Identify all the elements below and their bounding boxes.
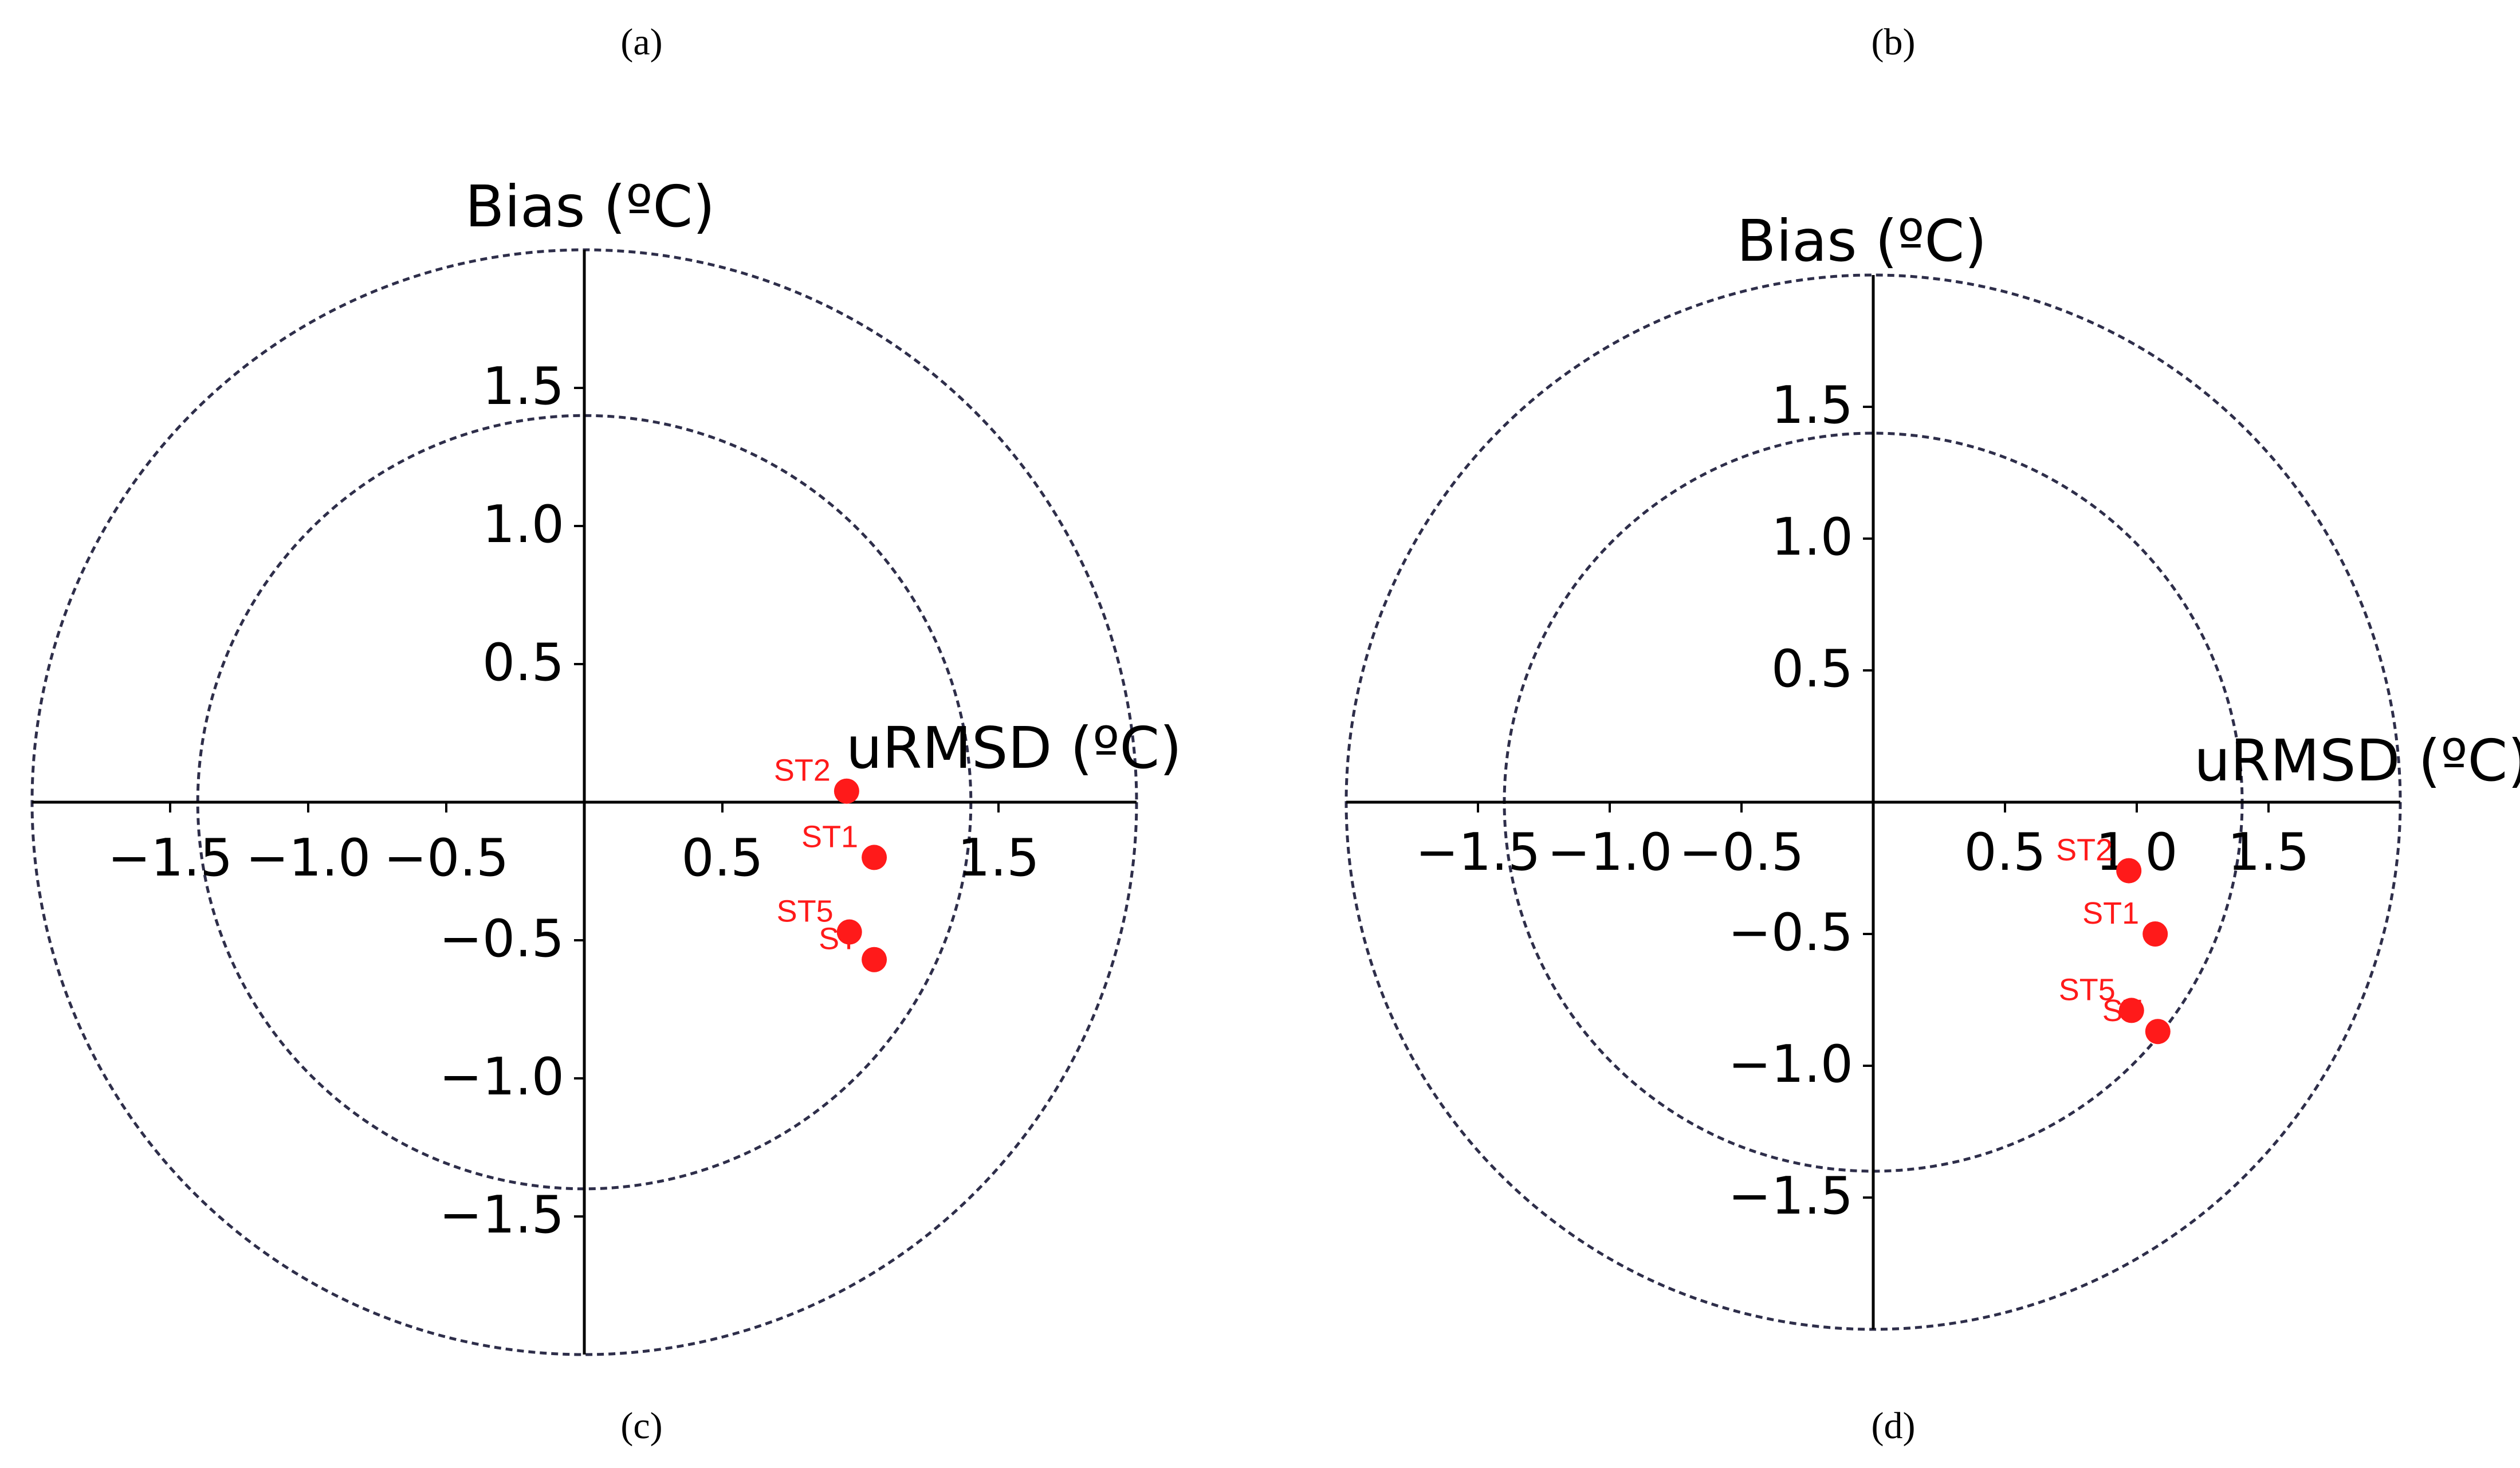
y-tick-label: 1.0 [482,494,564,555]
y-tick-label: 1.0 [1771,507,1853,567]
point-label-st5: ST5 [777,894,834,929]
y-tick-label: 0.5 [482,633,564,693]
y-tick-label: −0.5 [439,909,564,969]
x-tick-label: −1.0 [1547,822,1673,882]
x-tick-label: −0.5 [1679,822,1805,882]
point-st2 [834,778,859,804]
x-tick-label: −0.5 [384,828,509,888]
point-label-st2: ST2 [2056,833,2113,868]
point-st1 [862,845,887,870]
point-label-st2: ST2 [774,753,831,788]
target-diagram-right: 1.51.00.5−0.5−1.0−1.5−1.5 −1.0 −0.5 0.5 1.0 1… [1344,207,2520,1331]
x-tick-label: 0.5 [1964,822,2046,882]
y-tick-label: −1.0 [1728,1034,1853,1094]
x-tick-label: 1.5 [2227,822,2309,882]
point-st1 [2142,921,2168,947]
x-tick-label: −1.5 [1416,822,1541,882]
target-diagram-left: 1.51.00.5−0.5−1.0−1.5−1.5 −1.0 −0.5 0.5 1.5B… [30,173,1182,1356]
x-tick-label: −1.5 [108,828,233,888]
point-label-st: ST [819,922,858,956]
panel-label-b: (b) [1872,21,1916,63]
point-st5 [836,919,862,945]
y-tick-label: −1.0 [439,1047,564,1107]
y-tick-label: 0.5 [1771,639,1853,699]
point-st [2145,1019,2171,1045]
x-axis-title: uRMSD (ºC) [2194,727,2520,794]
point-label-st1: ST1 [2082,896,2139,931]
y-tick-label: −1.5 [1728,1166,1853,1226]
y-tick-label: 1.5 [482,356,564,417]
y-axis-title: Bias (ºC) [465,173,715,240]
point-label-st1: ST1 [801,819,858,854]
y-axis-title: Bias (ºC) [1737,207,1987,274]
point-st [862,947,887,972]
point-st5 [2118,998,2144,1023]
point-label-st5: ST5 [2059,972,2116,1007]
y-tick-label: −1.5 [439,1185,564,1245]
point-label-st: ST [2102,994,2142,1028]
panel-label-c: (c) [620,1405,662,1447]
panel-label-a: (a) [620,21,662,63]
x-tick-label: −1.0 [246,828,371,888]
panel-label-d: (d) [1872,1405,1916,1447]
y-tick-label: 1.5 [1771,375,1853,435]
x-tick-label: 1.5 [957,828,1039,888]
y-tick-label: −0.5 [1728,902,1853,963]
x-tick-label: 0.5 [681,828,763,888]
point-st2 [2116,858,2142,884]
x-axis-title: uRMSD (ºC) [846,715,1182,782]
